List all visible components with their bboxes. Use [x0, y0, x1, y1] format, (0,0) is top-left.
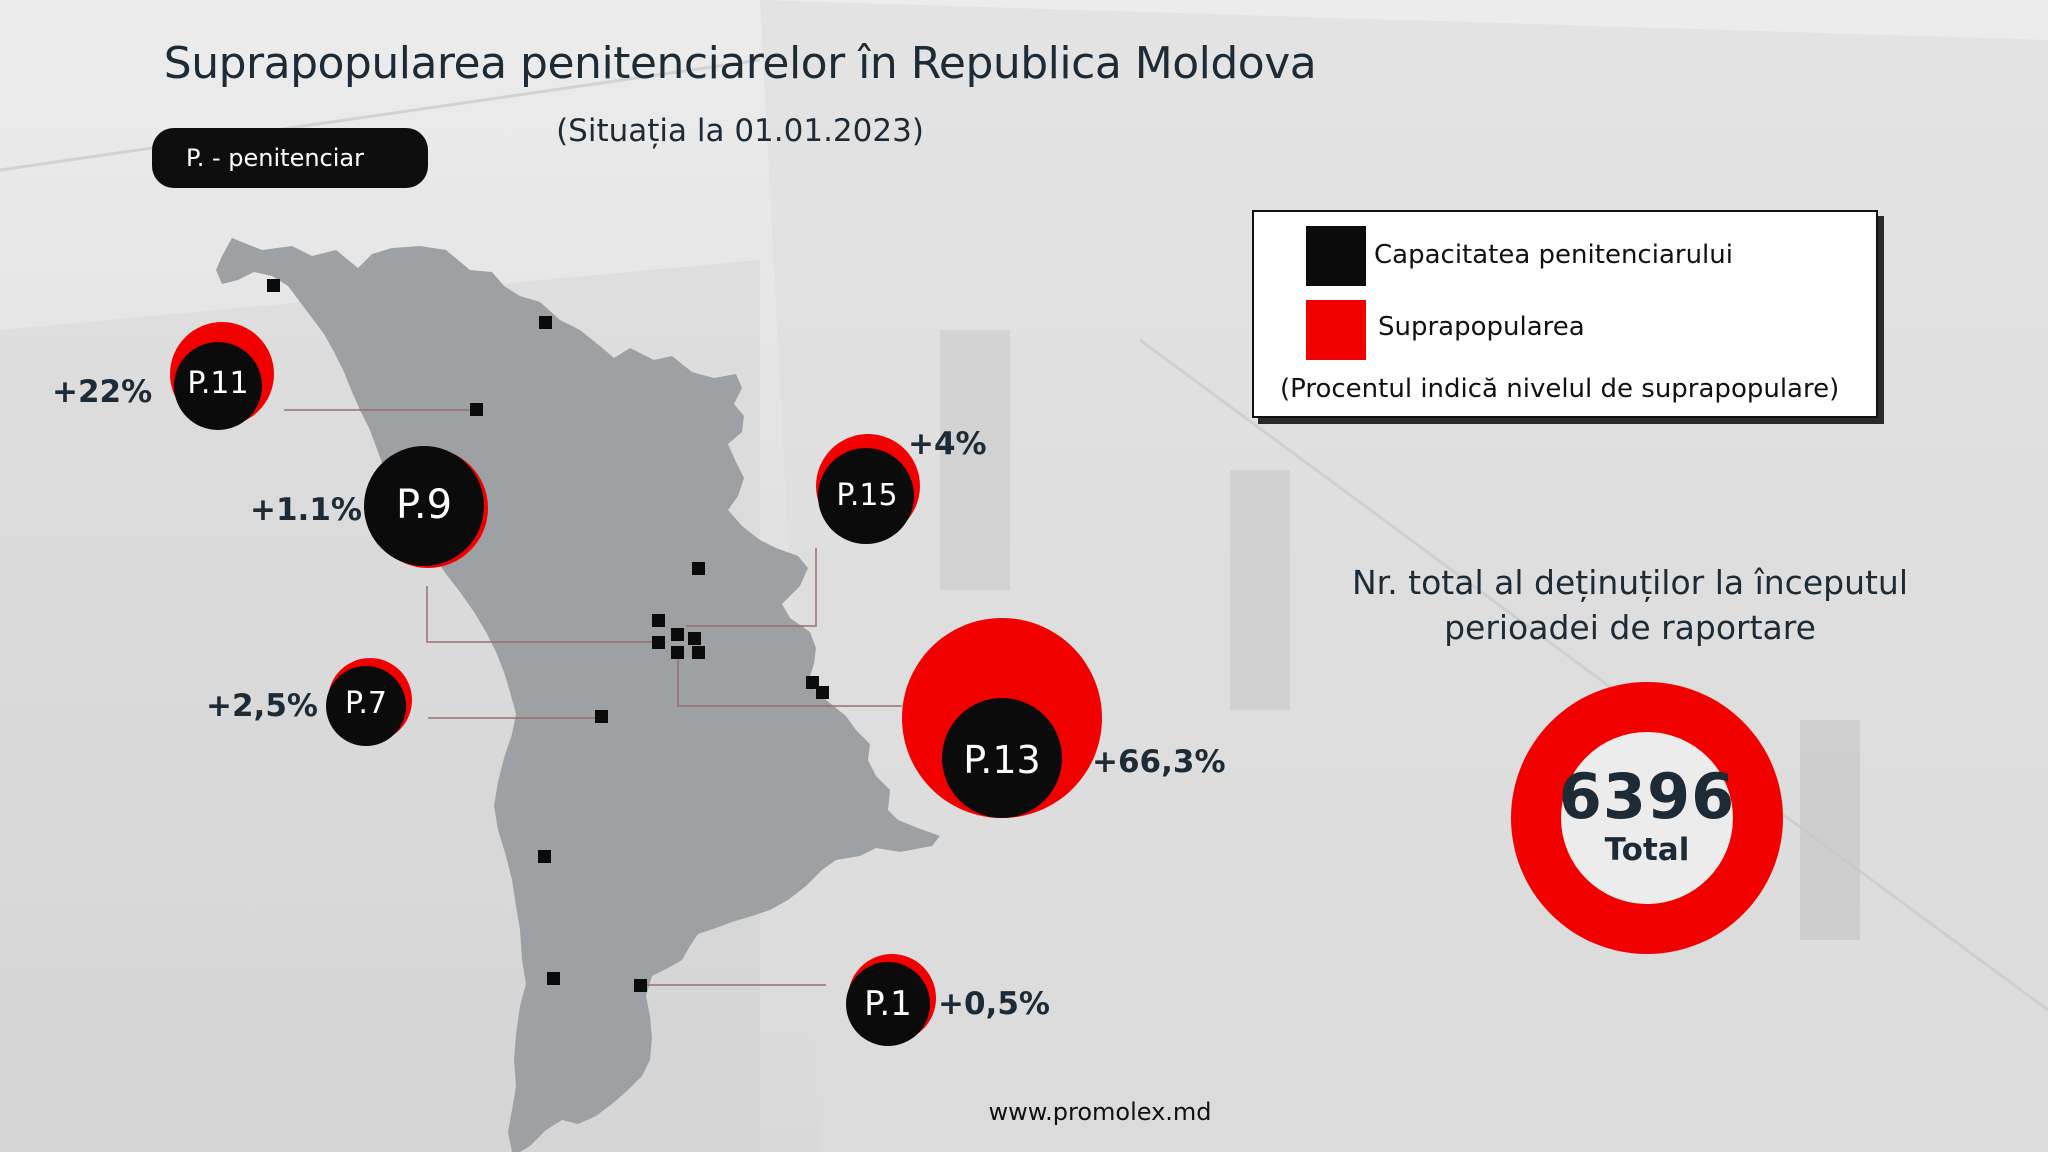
prison-marker [671, 646, 684, 659]
capacity-circle [818, 448, 914, 544]
legend-capacity-swatch [1306, 226, 1366, 286]
total-value: 6396 [1558, 760, 1736, 833]
bubble-p7 [326, 658, 412, 746]
prison-marker [595, 710, 608, 723]
total-heading-line1: Nr. total al deținuților la începutul [1351, 563, 1909, 602]
connector-p13 [677, 652, 902, 707]
overpopulation-pct-p9: +1.1% [250, 492, 362, 528]
prison-marker [267, 279, 280, 292]
bubble-label-p9: P.9 [395, 482, 453, 528]
bubble-label-p1: P.1 [864, 984, 912, 1024]
legend-overpopulation-swatch [1306, 300, 1366, 360]
prison-marker [692, 562, 705, 575]
overpopulation-pct-p7: +2,5% [206, 688, 318, 724]
prison-marker [470, 403, 483, 416]
capacity-circle [174, 342, 262, 430]
prison-marker [539, 316, 552, 329]
connector-p15 [686, 548, 817, 627]
bubble-p15 [816, 434, 920, 544]
bubble-p9 [364, 446, 488, 568]
prison-marker [634, 979, 647, 992]
total-label: Total [1604, 832, 1690, 868]
legend: Capacitatea penitenciarului Suprapopular… [1252, 210, 1878, 418]
overpopulation-pct-p13: +66,3% [1092, 744, 1226, 780]
moldova-outline [216, 238, 940, 1152]
bubble-p1 [846, 954, 936, 1046]
prison-marker [652, 614, 665, 627]
prison-marker [538, 850, 551, 863]
total-heading-line2: perioadei de raportare [1444, 608, 1816, 647]
capacity-circle [364, 446, 484, 566]
total-donut-hole [1561, 732, 1733, 904]
connector-p9 [426, 586, 660, 643]
capacity-circle [326, 666, 406, 746]
website-link[interactable]: www.promolex.md [988, 1098, 1212, 1126]
abbreviation-note: P. - penitenciar [152, 128, 428, 188]
connector-lines [284, 409, 902, 986]
bubble-label-p13: P.13 [963, 738, 1041, 782]
total-heading: Nr. total al deținuților la începutul pe… [1320, 560, 1940, 650]
prison-marker [547, 972, 560, 985]
bubble-label-p7: P.7 [344, 686, 388, 721]
overpopulation-pct-p1: +0,5% [938, 986, 1050, 1022]
legend-overpopulation-label: Suprapopularea [1378, 312, 1585, 342]
bubble-label-p11: P.11 [187, 366, 249, 401]
bubble-p11 [170, 322, 274, 430]
overpopulation-pct-p15: +4% [908, 426, 987, 462]
capacity-circle [846, 962, 930, 1046]
prison-marker [806, 676, 819, 689]
prison-marker [816, 686, 829, 699]
legend-capacity-label: Capacitatea penitenciarului [1374, 240, 1733, 270]
bubble-p13 [902, 618, 1102, 818]
prison-marker [652, 636, 665, 649]
page-subtitle: (Situația la 01.01.2023) [556, 113, 924, 149]
legend-note: (Procentul indică nivelul de suprapopula… [1280, 374, 1840, 404]
overpopulation-pct-p11: +22% [52, 374, 153, 410]
prison-markers [267, 279, 829, 992]
page-title: Suprapopularea penitenciarelor în Republ… [163, 38, 1317, 89]
total-donut [1511, 682, 1783, 954]
prison-marker [692, 646, 705, 659]
prison-marker [671, 628, 684, 641]
capacity-circle [942, 698, 1062, 818]
bubble-label-p15: P.15 [836, 478, 898, 513]
prison-marker [688, 632, 701, 645]
